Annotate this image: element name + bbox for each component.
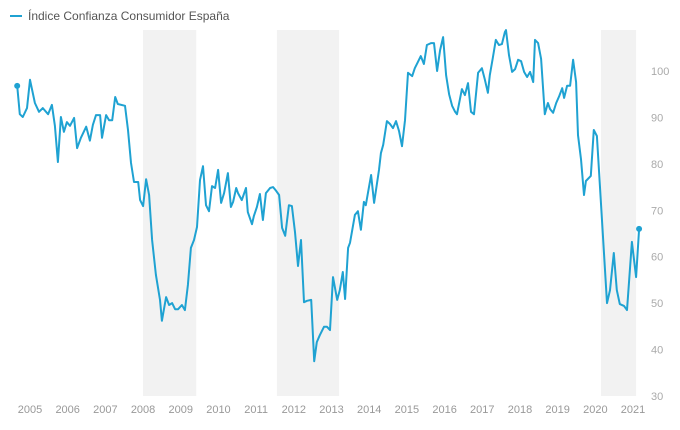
legend[interactable]: Índice Confianza Consumidor España <box>10 9 229 23</box>
y-tick-label: 50 <box>651 298 663 310</box>
x-tick-label: 2005 <box>18 404 42 416</box>
x-tick-label: 2006 <box>55 404 79 416</box>
y-tick-label: 80 <box>651 159 663 171</box>
legend-label: Índice Confianza Consumidor España <box>28 9 230 23</box>
x-tick-label: 2018 <box>508 404 532 416</box>
x-tick-label: 2021 <box>621 404 645 416</box>
x-tick-label: 2012 <box>282 404 306 416</box>
x-tick-label: 2008 <box>131 404 155 416</box>
shaded-period <box>276 30 340 396</box>
y-tick-label: 30 <box>651 391 663 403</box>
y-tick-label: 100 <box>651 66 669 78</box>
y-tick-label: 90 <box>651 112 663 124</box>
x-tick-label: 2017 <box>470 404 494 416</box>
y-tick-label: 70 <box>651 205 663 217</box>
x-tick-label: 2016 <box>432 404 456 416</box>
x-tick-label: 2009 <box>169 404 193 416</box>
x-tick-label: 2020 <box>583 404 607 416</box>
x-tick-label: 2014 <box>357 404 381 416</box>
x-tick-label: 2013 <box>319 404 343 416</box>
shaded-period <box>143 30 197 396</box>
series-end-marker <box>636 225 643 232</box>
x-tick-label: 2010 <box>206 404 230 416</box>
x-tick-label: 2015 <box>395 404 419 416</box>
series-line <box>16 29 641 363</box>
series-start-marker <box>14 82 21 89</box>
y-tick-label: 40 <box>651 345 663 357</box>
shaded-period <box>601 30 637 396</box>
legend-swatch <box>10 15 22 17</box>
x-tick-label: 2007 <box>93 404 117 416</box>
y-tick-label: 60 <box>651 252 663 264</box>
x-tick-label: 2011 <box>244 404 268 416</box>
x-tick-label: 2019 <box>545 404 569 416</box>
